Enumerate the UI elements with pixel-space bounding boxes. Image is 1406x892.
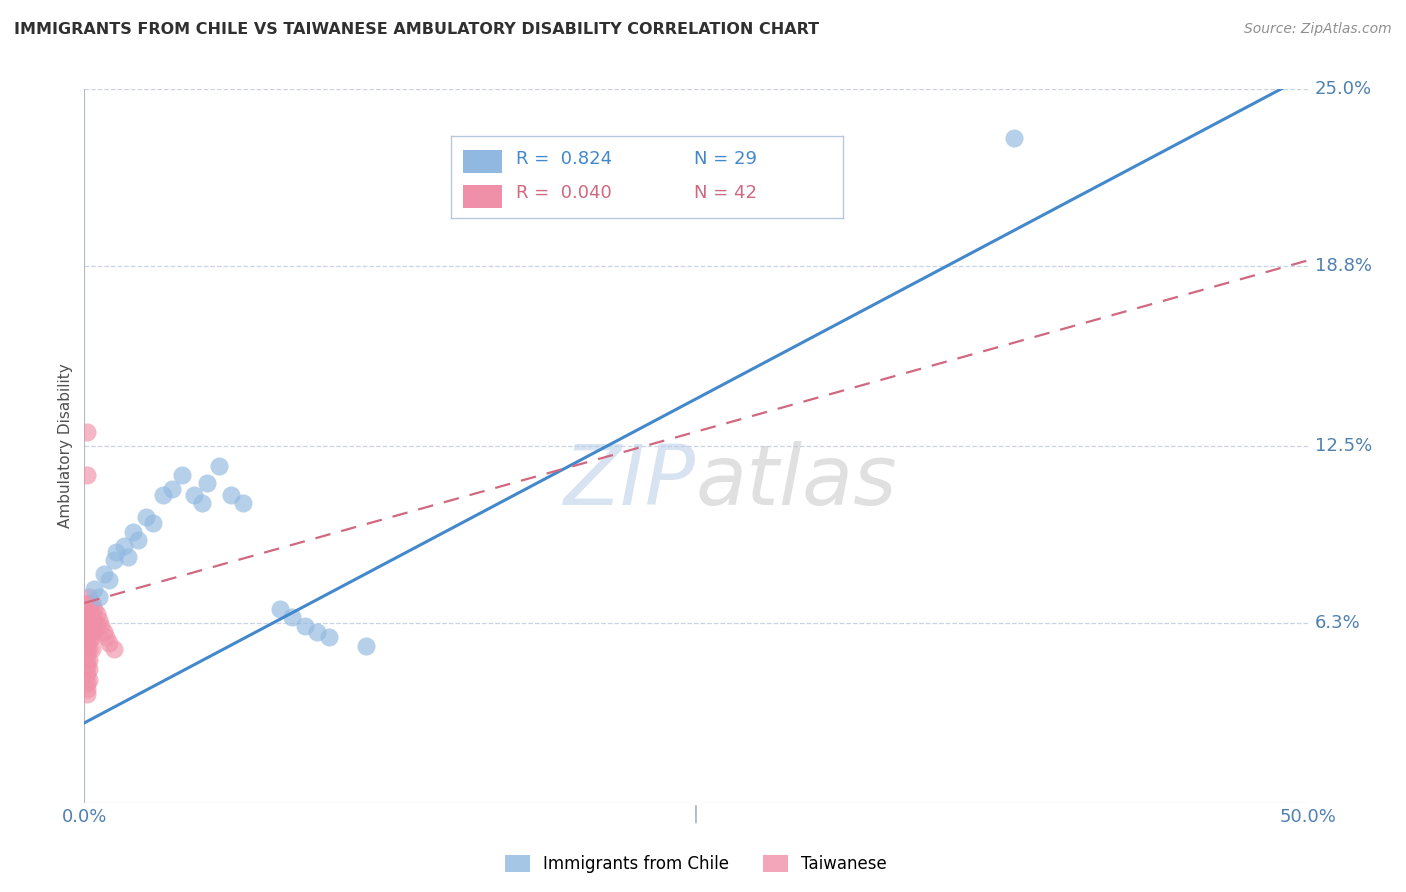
Point [83,613,105,627]
Point [80,619,103,633]
Point [219,487,242,501]
Point [281,610,304,624]
Point [77,610,100,624]
Point [80,607,103,622]
Text: IMMIGRANTS FROM CHILE VS TAIWANESE AMBULATORY DISABILITY CORRELATION CHART: IMMIGRANTS FROM CHILE VS TAIWANESE AMBUL… [14,22,820,37]
Point [76,639,98,653]
Point [80,596,103,610]
Point [195,476,218,491]
Point [77,653,100,667]
Point [105,544,128,558]
Point [127,533,149,548]
Point [77,619,100,633]
Point [80,641,103,656]
Text: Source: ZipAtlas.com: Source: ZipAtlas.com [1244,22,1392,37]
Point [76,653,98,667]
Point [77,673,100,687]
Point [318,630,340,644]
Point [76,667,98,681]
Point [77,662,100,676]
Text: R =  0.040: R = 0.040 [516,184,612,202]
Text: R =  0.824: R = 0.824 [516,150,612,168]
Point [76,687,98,701]
Point [83,624,105,639]
Point [86,607,108,622]
Y-axis label: Ambulatory Disability: Ambulatory Disability [58,364,73,528]
Point [1002,130,1025,145]
Point [76,676,98,690]
Point [77,591,100,605]
Point [162,482,184,496]
Point [76,644,98,658]
Point [76,425,98,439]
Point [76,601,98,615]
Legend: Immigrants from Chile, Taiwanese: Immigrants from Chile, Taiwanese [499,848,893,880]
Point [135,510,157,524]
Point [152,487,174,501]
Point [80,630,103,644]
Point [77,633,100,648]
Point [122,524,145,539]
Point [269,601,291,615]
Point [76,619,98,633]
Point [86,619,108,633]
Point [76,681,98,696]
Point [76,610,98,624]
Text: atlas: atlas [696,442,897,522]
Point [97,573,120,587]
Text: 6.3%: 6.3% [1315,614,1361,632]
Point [112,539,135,553]
Point [76,658,98,673]
Point [87,591,110,605]
FancyBboxPatch shape [463,185,502,208]
Text: 12.5%: 12.5% [1315,437,1372,455]
Point [77,624,100,639]
Point [76,596,98,610]
Point [77,601,100,615]
Text: 18.8%: 18.8% [1315,257,1372,275]
Point [76,624,98,639]
Point [87,613,110,627]
Point [97,636,120,650]
Point [172,467,194,482]
Text: N = 42: N = 42 [695,184,756,202]
Point [83,582,105,596]
Point [76,630,98,644]
Point [305,624,328,639]
Point [191,496,214,510]
Point [77,641,100,656]
Point [96,630,118,644]
Point [354,639,377,653]
Point [90,619,112,633]
Point [232,496,254,510]
Point [93,624,115,639]
Point [103,553,125,567]
Point [76,467,98,482]
Text: N = 29: N = 29 [695,150,756,168]
Point [294,619,316,633]
Point [93,567,115,582]
Point [83,601,105,615]
Text: ZIP: ZIP [564,442,696,522]
Point [183,487,205,501]
Text: 25.0%: 25.0% [1315,80,1372,98]
Point [103,641,125,656]
Point [208,458,231,473]
FancyBboxPatch shape [463,150,502,172]
Point [142,516,165,530]
Point [117,550,139,565]
